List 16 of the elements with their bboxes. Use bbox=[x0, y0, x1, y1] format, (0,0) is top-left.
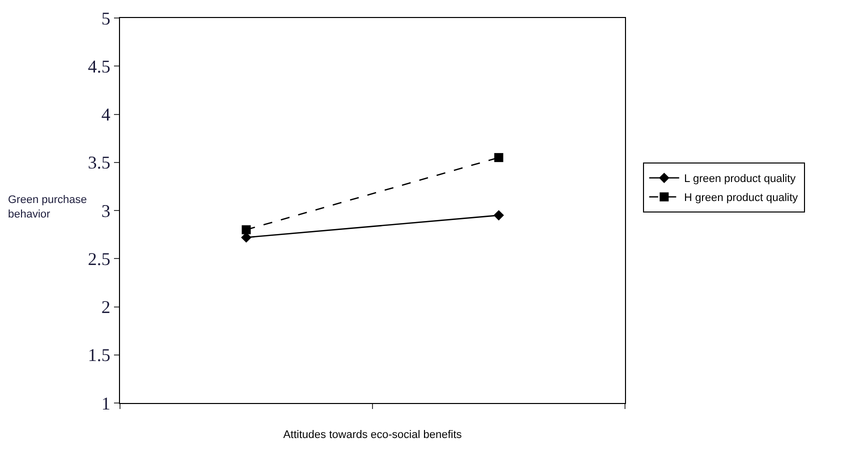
y-tick-label: 3.5 bbox=[88, 152, 110, 173]
y-tick-label: 3 bbox=[101, 200, 110, 221]
y-tick-label: 4 bbox=[101, 104, 110, 125]
y-axis-title: Green purchase behavior bbox=[8, 194, 87, 220]
point bbox=[242, 225, 251, 234]
x-axis-title: Attitudes towards eco-social benefits bbox=[283, 429, 462, 442]
point bbox=[494, 210, 504, 221]
y-tick-label: 4.5 bbox=[88, 56, 110, 76]
point bbox=[494, 153, 504, 162]
y-tick-label: 5 bbox=[101, 8, 110, 28]
y-tick-label: 1.5 bbox=[88, 345, 110, 366]
y-tick-label: 1 bbox=[101, 393, 110, 414]
legend-label: L green product quality bbox=[684, 173, 796, 186]
legend-label: H green product quality bbox=[684, 192, 798, 204]
y-tick-label: 2 bbox=[101, 297, 110, 318]
y-tick-label: 2.5 bbox=[88, 248, 110, 269]
